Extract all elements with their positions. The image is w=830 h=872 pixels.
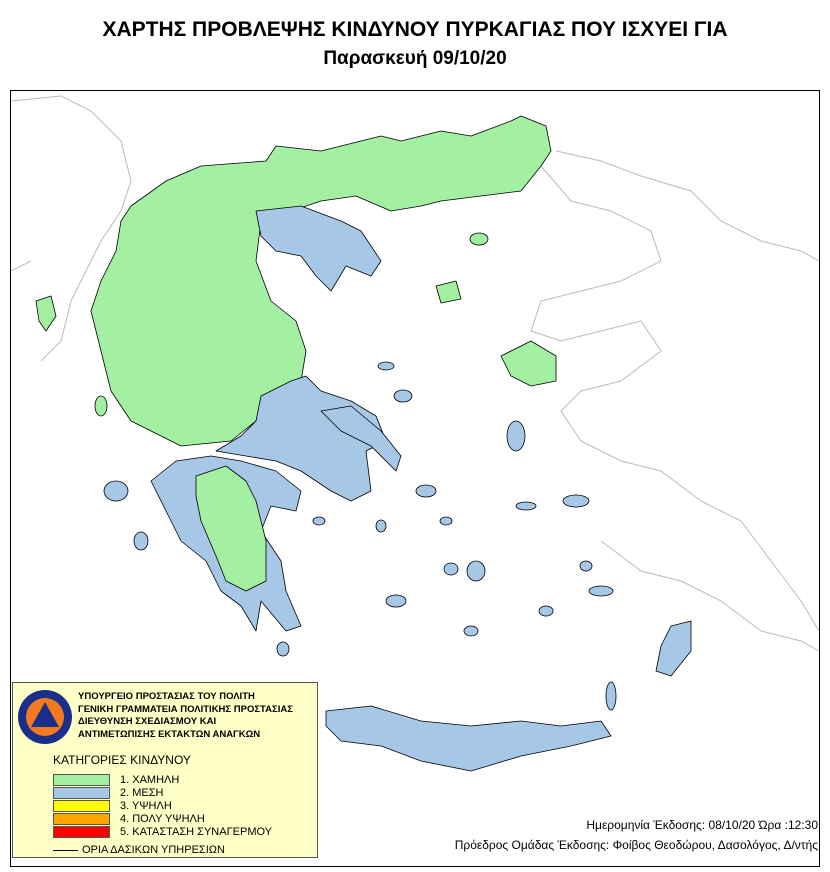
swatch (53, 800, 110, 812)
region-thasos (469, 232, 489, 246)
issuer: Πρόεδρος Ομάδας Έκδοσης: Φοίβος Θεοδώρου… (454, 838, 818, 852)
region-corfu (35, 295, 57, 332)
swatch (53, 774, 110, 786)
region-kefalonia (103, 480, 129, 502)
region-lesvos (500, 340, 557, 387)
swatch (53, 826, 110, 838)
region-kea (375, 519, 387, 533)
legend-label: 1. ΧΑΜΗΛΗ (120, 774, 180, 786)
region-crete (325, 705, 612, 772)
region-chalkidiki (255, 205, 382, 292)
map-date: Παρασκευή 09/10/20 (323, 48, 507, 69)
region-chios (506, 420, 526, 452)
org-line: ΔΙΕΥΘΥΝΣΗ ΣΧΕΔΙΑΣΜΟΥ ΚΑΙ (78, 716, 217, 727)
region-kos (588, 585, 614, 597)
map-frame (10, 90, 820, 867)
region-skyros (393, 389, 413, 403)
issue-date: Ημερομηνία Έκδοσης: 08/10/20 Ώρα :12:30 (586, 818, 818, 832)
region-andros (415, 484, 437, 498)
region-aegina (312, 516, 326, 526)
neighbour-countries (11, 95, 819, 652)
region-lefkada (94, 395, 108, 417)
map-title: ΧΑΡΤΗΣ ΠΡΟΒΛΕΨΗΣ ΚΙΝΔΥΝΟΥ ΠΥΡΚΑΓΙΑΣ ΠΟΥ … (102, 18, 728, 41)
region-naxos (466, 560, 486, 582)
region-zakynthos (133, 531, 149, 551)
org-line: ΓΕΝΙΚΗ ΓΡΑΜΜΑΤΕΙΑ ΠΟΛΙΤΙΚΗΣ ΠΡΟΣΤΑΣΙΑΣ (78, 703, 293, 715)
region-kythira (276, 641, 290, 657)
region-karpathos (605, 681, 617, 711)
legend-item-very-high: 4. ΠΟΛΥ ΥΨΗΛΗ (53, 813, 205, 825)
risk-map (11, 95, 819, 772)
legend-item-low: 1. ΧΑΜΗΛΗ (53, 774, 179, 786)
categories-title: ΚΑΤΗΓΟΡΙΕΣ ΚΙΝΔΥΝΟΥ (53, 753, 191, 767)
region-santorini (463, 625, 479, 637)
region-samos (562, 494, 590, 508)
region-kalymnos (579, 560, 593, 572)
legend-label: 4. ΠΟΛΥ ΥΨΗΛΗ (120, 813, 205, 825)
legend-boundary: ΟΡΙΑ ΔΑΣΙΚΩΝ ΥΠΗΡΕΣΙΩΝ (53, 844, 225, 856)
region-paros (443, 562, 459, 576)
swatch (53, 813, 110, 825)
legend-label: 3. ΥΨΗΛΗ (120, 800, 172, 812)
region-inner-peloponnese (195, 465, 267, 592)
legend-item-alert: 5. ΚΑΤΑΣΤΑΣΗ ΣΥΝΑΓΕΡΜΟΥ (53, 826, 272, 838)
region-ikaria (515, 501, 537, 511)
region-lemnos (435, 280, 462, 304)
legend-item-medium: 2. ΜΕΣΗ (53, 787, 163, 799)
org-line: ΥΠΟΥΡΓΕΙΟ ΠΡΟΣΤΑΣΙΑΣ ΤΟΥ ΠΟΛΙΤΗ (78, 691, 255, 702)
legend-label: 2. ΜΕΣΗ (120, 787, 164, 799)
boundary-label: ΟΡΙΑ ΔΑΣΙΚΩΝ ΥΠΗΡΕΣΙΩΝ (82, 844, 225, 856)
region-tinos (439, 516, 453, 526)
swatch (53, 787, 110, 799)
organization-name: ΥΠΟΥΡΓΕΙΟ ΠΡΟΣΤΑΣΙΑΣ ΤΟΥ ΠΟΛΙΤΗ ΓΕΝΙΚΗ Γ… (78, 691, 293, 741)
region-evia (320, 405, 402, 472)
region-northern-greece (90, 115, 552, 447)
region-astypalaia (538, 605, 554, 617)
boundary-line (53, 849, 78, 851)
civil-protection-logo (18, 690, 72, 744)
region-milos (385, 594, 407, 608)
legend-label: 5. ΚΑΤΑΣΤΑΣΗ ΣΥΝΑΓΕΡΜΟΥ (120, 826, 273, 838)
legend-item-high: 3. ΥΨΗΛΗ (53, 800, 172, 812)
region-rhodes (655, 620, 692, 677)
legend-box: ΥΠΟΥΡΓΕΙΟ ΠΡΟΣΤΑΣΙΑΣ ΤΟΥ ΠΟΛΙΤΗ ΓΕΝΙΚΗ Γ… (12, 682, 318, 858)
org-line: ΑΝΤΙΜΕΤΩΠΙΣΗΣ ΕΚΤΑΚΤΩΝ ΑΝΑΓΚΩΝ (78, 728, 261, 740)
region-sporades (377, 361, 395, 371)
